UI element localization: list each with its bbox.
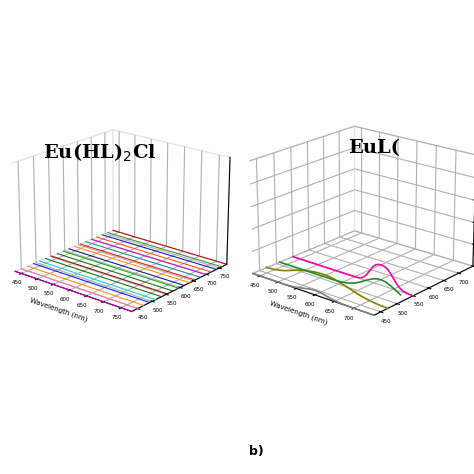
- X-axis label: Wavelength (nm): Wavelength (nm): [269, 300, 328, 326]
- Text: Eu(HL)$_2$Cl: Eu(HL)$_2$Cl: [43, 142, 156, 164]
- Text: EuL(: EuL(: [348, 139, 400, 157]
- Text: b): b): [248, 445, 264, 458]
- X-axis label: Wavelength (nm): Wavelength (nm): [29, 297, 88, 323]
